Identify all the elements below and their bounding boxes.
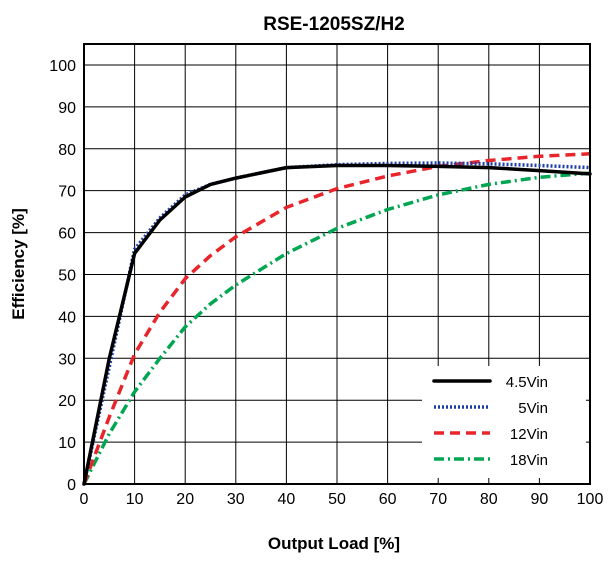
- x-tick-label: 20: [176, 491, 194, 508]
- x-tick-label: 40: [278, 491, 296, 508]
- x-tick-label: 70: [429, 491, 447, 508]
- y-axis-title: Efficiency [%]: [9, 208, 28, 319]
- y-tick-label: 40: [58, 309, 76, 326]
- legend-label: 4.5Vin: [506, 374, 548, 391]
- y-tick-label: 20: [58, 393, 76, 410]
- chart-title: RSE-1205SZ/H2: [263, 14, 405, 35]
- x-tick-label: 100: [577, 491, 604, 508]
- y-tick-label: 70: [58, 184, 76, 201]
- x-tick-label: 10: [126, 491, 144, 508]
- y-tick-label: 80: [58, 142, 76, 159]
- x-tick-label: 30: [227, 491, 245, 508]
- series-line-18vin: [82, 171, 591, 485]
- y-tick-label: 100: [49, 58, 76, 75]
- legend-label: 12Vin: [510, 426, 548, 443]
- x-tick-label: 60: [379, 491, 397, 508]
- legend-label: 18Vin: [510, 452, 548, 469]
- x-tick-label: 50: [328, 491, 346, 508]
- y-tick-label: 90: [58, 100, 76, 117]
- y-tick-label: 0: [67, 477, 76, 494]
- y-tick-label: 50: [58, 267, 76, 284]
- series-line-12vin: [82, 152, 591, 485]
- x-tick-label: 90: [531, 491, 549, 508]
- series-lines: [82, 152, 592, 486]
- y-tick-label: 60: [58, 226, 76, 243]
- x-axis-title: Output Load [%]: [268, 534, 400, 553]
- x-tick-label: 80: [480, 491, 498, 508]
- plot-frame: [83, 43, 591, 485]
- series-line-4.5vin: [82, 163, 592, 486]
- legend-box: [422, 366, 586, 478]
- legend: 4.5Vin 5Vin 12Vin 18Vin: [422, 366, 586, 478]
- legend-label: 5Vin: [518, 400, 548, 417]
- y-tick-label: 30: [58, 351, 76, 368]
- x-tick-label: 0: [80, 491, 89, 508]
- tick-labels: 0 10 20 30 40 50 60 70 80 90 100 0 10 20 30 40 50 60 70 80 9…: [49, 58, 603, 508]
- y-tick-label: 10: [58, 435, 76, 452]
